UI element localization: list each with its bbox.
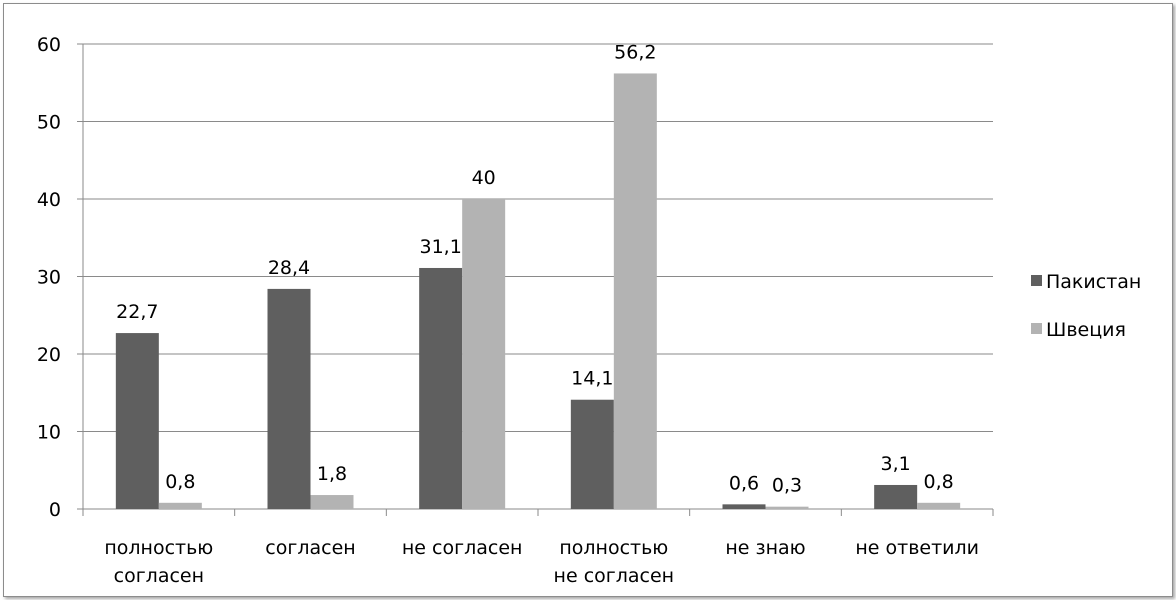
bar (462, 199, 506, 509)
bar (613, 73, 657, 509)
x-category-label: не ответили (855, 537, 979, 559)
x-category-label: согласен (114, 565, 204, 587)
bars (115, 73, 961, 509)
x-category-label: не согласен (402, 537, 523, 559)
data-label: 31,1 (420, 236, 462, 258)
data-label: 0,3 (772, 475, 802, 497)
axes: 0 10 20 30 40 50 60 полностью согласен согласен не… (37, 34, 994, 587)
data-label: 40 (472, 167, 496, 189)
y-tick-label: 40 (37, 189, 61, 211)
y-tick-label: 20 (37, 344, 61, 366)
data-label: 22,7 (116, 301, 158, 323)
legend-label: Пакистан (1046, 271, 1141, 293)
legend-swatch (1031, 275, 1042, 286)
data-label: 28,4 (268, 257, 310, 279)
bar (570, 399, 614, 509)
x-category-label: полностью (559, 537, 668, 559)
legend-label: Швеция (1046, 319, 1126, 341)
bar (419, 267, 463, 509)
bar (917, 502, 961, 509)
bar (310, 495, 354, 509)
data-label: 0,6 (729, 472, 759, 494)
data-label: 0,8 (165, 471, 195, 493)
data-label: 56,2 (614, 41, 656, 63)
bar (267, 288, 311, 509)
y-tick-label: 50 (37, 112, 61, 134)
y-tick-label: 0 (49, 499, 61, 521)
bar (115, 333, 159, 509)
y-tick-label: 60 (37, 34, 61, 56)
y-tick-label: 10 (37, 422, 61, 444)
bar (158, 502, 202, 509)
x-category-label: не знаю (725, 537, 805, 559)
x-category-label: не согласен (554, 565, 675, 587)
legend: Пакистан Швеция (1031, 271, 1141, 341)
data-label: 1,8 (317, 463, 347, 485)
data-label: 14,1 (571, 368, 613, 390)
y-tick-label: 30 (37, 267, 61, 289)
legend-swatch (1031, 323, 1042, 334)
x-category-label: полностью (104, 537, 213, 559)
bar (874, 484, 918, 509)
data-label: 3,1 (881, 453, 911, 475)
data-label: 0,8 (924, 471, 954, 493)
data-labels: 22,7 28,4 31,1 14,1 0,6 3,1 0,8 1,8 40 56,2 0,3 0,8 (116, 41, 954, 496)
bar (765, 506, 809, 509)
gridlines (83, 43, 993, 510)
x-category-label: согласен (265, 537, 355, 559)
bar (722, 504, 766, 509)
